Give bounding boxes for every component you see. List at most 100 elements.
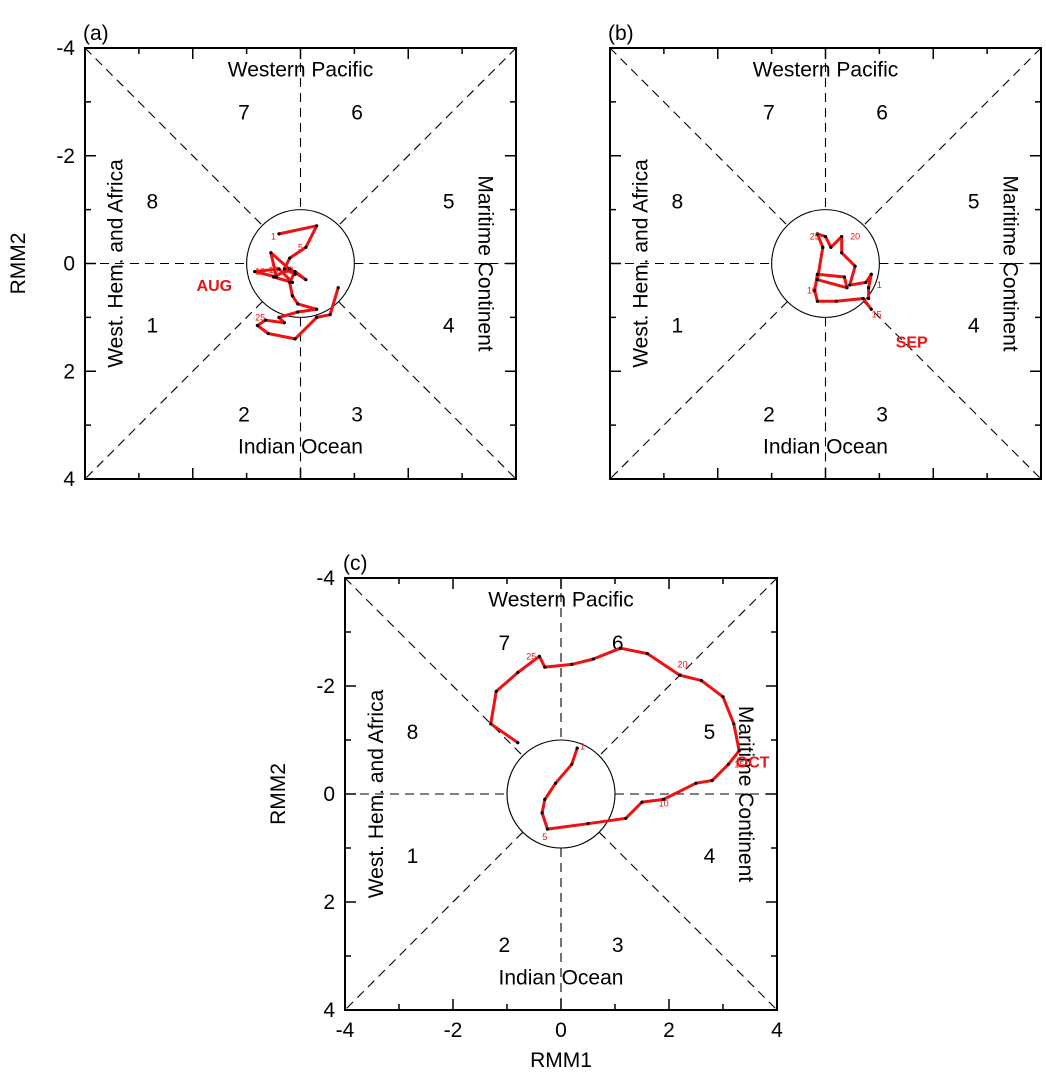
day-label: 25: [255, 312, 265, 322]
trajectory-point: [253, 269, 257, 274]
region-label-left: West. Hem. and Africa: [105, 159, 128, 368]
trajectory-point: [821, 245, 825, 249]
phase-number-7: 7: [498, 632, 510, 655]
trajectory-point: [288, 256, 292, 260]
phase-number-8: 8: [407, 721, 419, 744]
trajectory-point: [586, 822, 590, 826]
trajectory-point: [315, 224, 319, 228]
phase-boundary-line: [338, 47, 517, 226]
x-tick-label: -4: [336, 1019, 355, 1042]
phase-number-7: 7: [763, 102, 775, 125]
trajectory-point: [721, 695, 725, 699]
trajectory-point: [575, 746, 579, 750]
month-label: AUG: [197, 278, 233, 295]
trajectory-point: [694, 781, 698, 785]
trajectory-point: [848, 283, 852, 287]
day-label: 1: [580, 741, 585, 751]
trajectory-point: [336, 286, 340, 290]
phase-boundary-line: [598, 831, 778, 1011]
phase-number-4: 4: [704, 845, 716, 868]
trajectory-point: [710, 778, 714, 783]
trajectory-point: [845, 286, 849, 290]
trajectory-point: [269, 251, 273, 255]
y-tick-label: 0: [323, 783, 335, 806]
trajectory-point: [315, 315, 319, 319]
trajectory-point: [540, 811, 544, 815]
trajectory-point: [277, 267, 281, 271]
phase-boundary-line: [863, 301, 1042, 480]
trajectory-point: [699, 679, 704, 683]
unit-amplitude-circle: [771, 209, 880, 318]
y-tick-label: 4: [323, 999, 335, 1022]
panel-a: -4 -2 0 2 4 RMM2 (a) Western Pacific Indian Ocea…: [7, 22, 517, 491]
phase-boundary-line: [598, 577, 778, 757]
trajectory-point: [678, 673, 682, 677]
phase-number-2: 2: [498, 934, 510, 957]
y-tick-label: -4: [56, 37, 75, 60]
y-tick-label: 4: [63, 468, 75, 491]
region-label-top: Western Pacific: [488, 589, 634, 612]
panel-label: (b): [608, 22, 634, 45]
y-tick-label: 2: [323, 891, 335, 914]
phase-number-4: 4: [443, 314, 455, 337]
day-label: 5: [298, 242, 303, 252]
x-tick-label: 0: [555, 1019, 567, 1042]
x-tick-label: 4: [771, 1019, 783, 1042]
phase-boundary-line: [338, 301, 517, 480]
trajectory-point: [732, 722, 736, 726]
trajectory-point: [288, 280, 292, 284]
trajectory-point: [640, 800, 644, 804]
trajectory-point: [293, 272, 297, 276]
trajectory-point: [645, 652, 650, 656]
mjo-trajectory-line: [489, 646, 741, 831]
phase-number-3: 3: [351, 403, 363, 426]
phase-number-6: 6: [612, 632, 624, 655]
phase-number-1: 1: [147, 314, 159, 337]
trajectory-point: [624, 816, 628, 820]
y-tick-label: -2: [56, 145, 75, 168]
trajectory-point: [328, 313, 332, 317]
trajectory-point: [815, 232, 820, 236]
y-tick-label: -2: [316, 675, 335, 698]
trajectory-point: [277, 315, 281, 319]
trajectory-point: [266, 331, 270, 336]
day-label: 20: [850, 232, 860, 242]
day-label: 20: [677, 659, 687, 669]
trajectory-point: [290, 294, 295, 298]
x-tick-label: 2: [663, 1019, 675, 1042]
phase-number-8: 8: [147, 191, 159, 214]
month-label: SEP: [896, 335, 928, 352]
trajectory-point: [570, 762, 574, 766]
trajectory-point: [494, 689, 498, 694]
trajectory-point: [277, 232, 281, 236]
trajectory-point: [282, 321, 286, 325]
day-label: 15: [269, 265, 279, 275]
phase-number-2: 2: [238, 403, 250, 426]
trajectory-point: [815, 299, 820, 303]
region-label-top: Western Pacific: [228, 59, 374, 82]
trajectory-point: [554, 781, 558, 785]
phase-boundary-line: [344, 831, 524, 1011]
trajectory-point: [815, 278, 820, 282]
trajectory-point: [662, 797, 666, 802]
trajectory-point: [834, 299, 838, 303]
trajectory-point: [867, 296, 871, 301]
trajectory-point: [570, 662, 574, 667]
trajectory-point: [288, 267, 292, 271]
day-label: 15: [872, 310, 882, 320]
day-label: 20: [284, 265, 294, 275]
trajectory-point: [543, 665, 547, 669]
phase-number-1: 1: [672, 314, 684, 337]
x-tick-label: -2: [444, 1019, 463, 1042]
trajectory-point: [255, 323, 259, 328]
day-label: 25: [526, 651, 536, 661]
phase-number-8: 8: [672, 191, 684, 214]
y-tick-label: 2: [63, 360, 75, 383]
trajectory-point: [489, 722, 493, 726]
trajectory-point: [315, 307, 319, 311]
trajectory-point: [304, 278, 308, 282]
trajectory-point: [543, 797, 547, 802]
trajectory-point: [840, 251, 844, 255]
unit-amplitude-circle: [506, 739, 616, 849]
phase-number-5: 5: [704, 721, 716, 744]
